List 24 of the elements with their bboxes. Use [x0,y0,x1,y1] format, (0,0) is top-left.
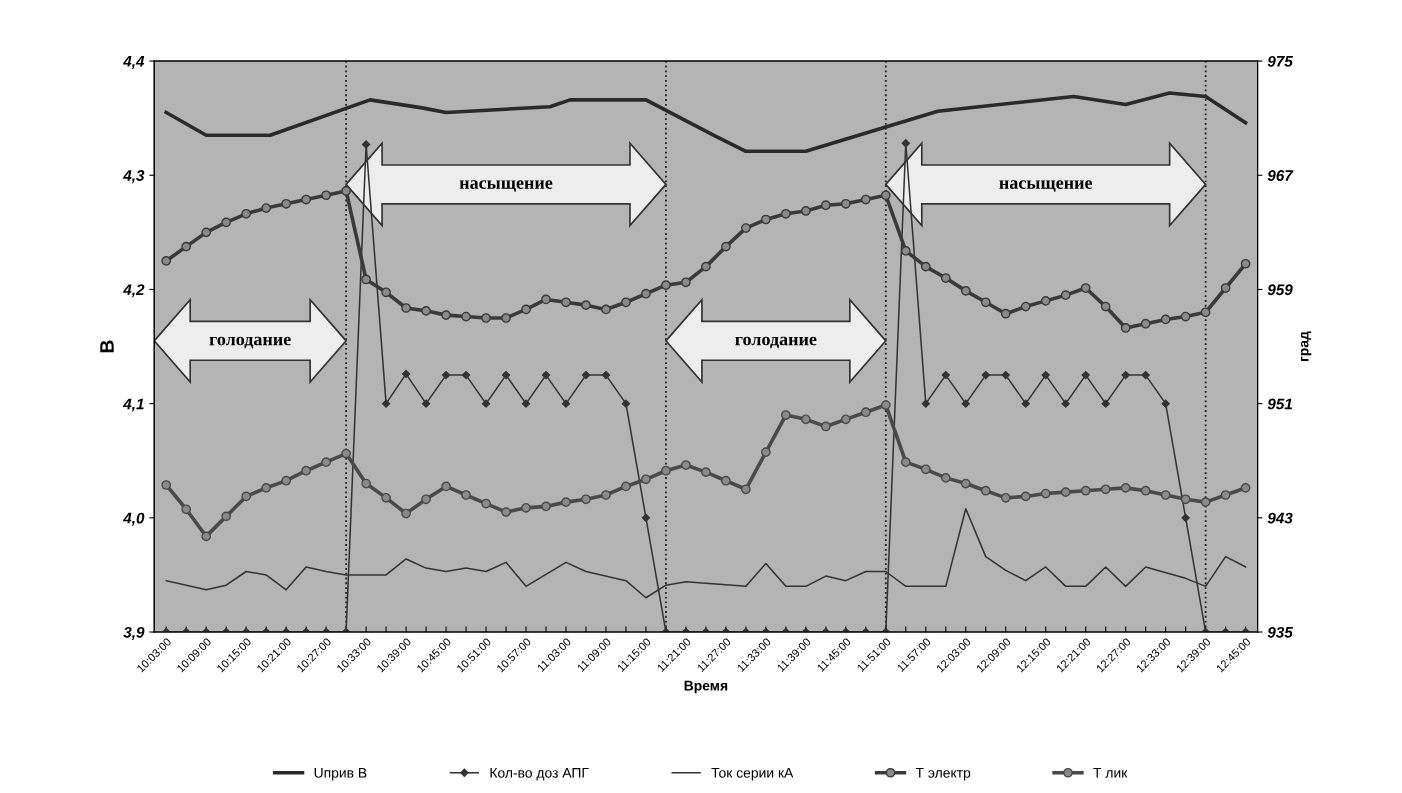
y2-tick-label: 975 [1267,55,1293,67]
y-tick-label: 4,3 [123,170,145,184]
y-axis-title: В [100,340,114,353]
legend-label: Uприв В [314,768,367,781]
y2-tick-label: 935 [1267,626,1293,638]
y-tick-label: 4,1 [123,398,144,412]
y-tick-label: 4,0 [123,512,145,526]
legend-label: Ток серии кА [711,768,794,781]
y2-tick-label: 943 [1267,512,1293,524]
x-axis-title: Время [684,680,728,694]
y-tick-label: 4,2 [123,284,145,298]
y-tick-label: 4,4 [123,56,145,69]
y2-axis-title: град [1300,331,1312,361]
annotation: голодание [209,336,291,349]
y2-tick-label: 959 [1267,284,1293,296]
legend-label: Кол-во доз АПГ [490,768,589,781]
annotation: насыщение [459,180,553,192]
legend-label: Т лик [1093,768,1128,778]
annotation: голодание [735,336,817,349]
y2-tick-label: 951 [1267,398,1292,410]
y2-tick-label: 967 [1267,170,1294,181]
annotation: насыщение [999,180,1093,192]
legend-label: Т электр [915,768,971,781]
y-tick-label: 3,9 [123,626,145,640]
